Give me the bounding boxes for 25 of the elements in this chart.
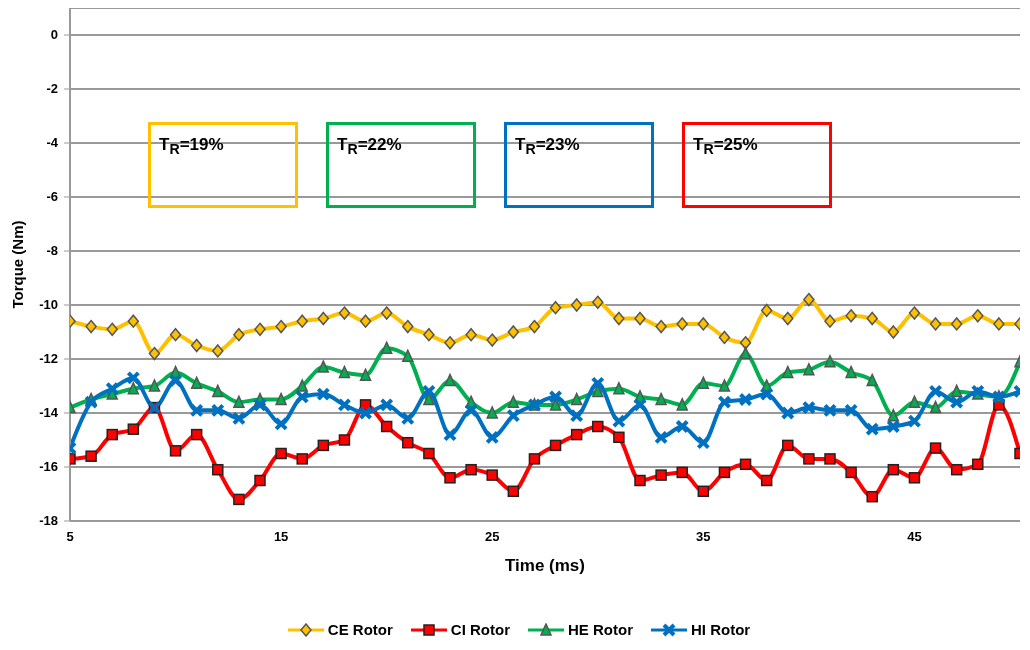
y-tick-label: -14 [39, 405, 59, 420]
annotation: T$_{R}$=19% [148, 122, 298, 208]
y-tick-label: -10 [39, 297, 58, 312]
legend-label: CE Rotor [326, 621, 393, 638]
y-tick-label: -18 [39, 513, 58, 528]
x-tick-label: 5 [66, 529, 74, 544]
annotation: T$_{R}$=22% [326, 122, 476, 208]
y-tick-label: -2 [46, 81, 58, 96]
y-tick-label: 0 [50, 27, 58, 42]
annotation: T$_{R}$=23% [504, 122, 654, 208]
y-tick-label: -4 [46, 135, 59, 150]
y-tick-label: -12 [39, 351, 58, 366]
legend-label: HE Rotor [567, 621, 633, 638]
y-axis-title: Torque (Nm) [9, 220, 27, 309]
y-tick-label: -6 [46, 189, 58, 204]
legend-label: HI Rotor [690, 621, 751, 638]
x-tick-label: 25 [484, 529, 500, 544]
x-tick-label: 35 [696, 529, 711, 544]
legend-label: CI Rotor [449, 621, 510, 638]
x-tick-label: 45 [907, 529, 922, 544]
annotation: T$_{R}$=25% [682, 122, 832, 208]
y-tick-label: -8 [46, 243, 58, 258]
x-tick-label: 15 [273, 529, 289, 544]
y-tick-label: -16 [39, 459, 58, 474]
x-axis-title: Time (ms) [505, 556, 585, 575]
